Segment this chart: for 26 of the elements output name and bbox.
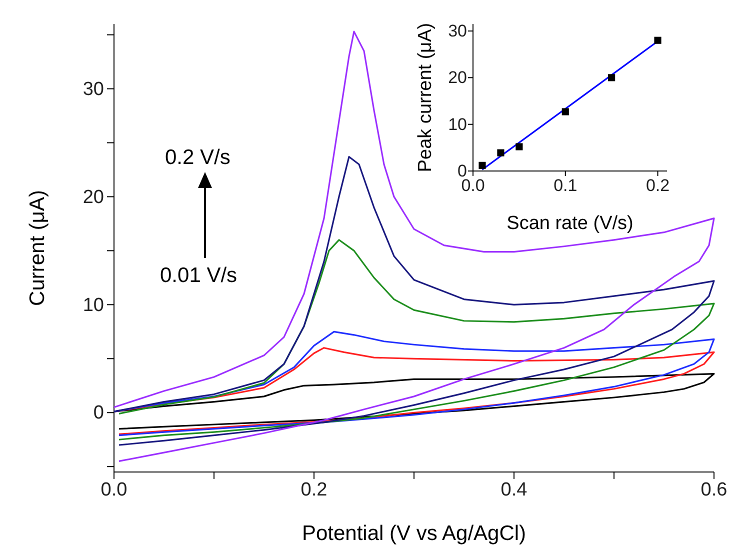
x-tick-label: 0.2 <box>300 479 328 500</box>
x-tick-label: 0.0 <box>100 479 128 500</box>
line-series <box>118 239 715 440</box>
annotation: 0.2 V/s <box>165 146 230 169</box>
point <box>654 36 662 44</box>
point <box>608 74 616 82</box>
y-tick-label: 20 <box>448 68 467 88</box>
x-axis-title: Scan rate (V/s) <box>506 213 634 234</box>
y-tick-label: 0 <box>93 402 104 424</box>
annotation: 0.01 V/s <box>160 264 238 287</box>
y-tick-label: 30 <box>82 78 104 100</box>
x-axis-title: Potential (V vs Ag/AgCl) <box>302 522 526 545</box>
y-tick-label: 10 <box>82 294 104 316</box>
y-axis-title: Peak current (μA) <box>415 22 436 172</box>
point <box>478 162 486 169</box>
y-tick-label: 20 <box>82 186 104 208</box>
x-tick-label: 0.2 <box>646 176 670 196</box>
point <box>497 149 504 156</box>
point <box>516 143 523 150</box>
x-tick-label: 0.6 <box>700 479 728 500</box>
y-tick-label: 30 <box>448 21 467 40</box>
x-tick-label: 0.1 <box>554 176 578 196</box>
point <box>562 108 569 116</box>
y-axis-title: Current (μA) <box>26 190 49 306</box>
y-tick-label: 10 <box>448 114 467 134</box>
x-tick-label: 0.4 <box>500 479 528 500</box>
